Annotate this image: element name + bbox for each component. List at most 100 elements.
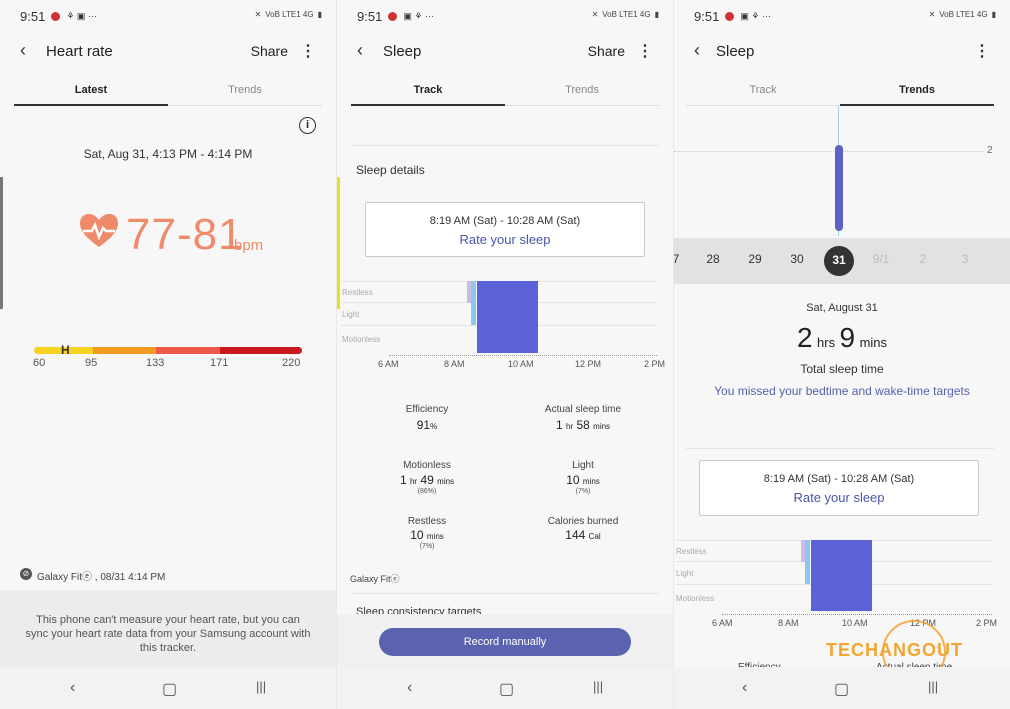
label-light: Light [342,310,360,319]
app-icon [725,12,735,21]
notification-icons: ⚘ ▣ ··· [66,11,97,21]
back-button[interactable]: ‹ [357,40,363,60]
tab-divider [14,105,322,106]
total-mins-unit: mins [859,335,888,350]
date-item-selected[interactable]: 31 [832,253,846,267]
total-sleep-value: 2 hrs 9 mins [674,322,1010,354]
app-icon [51,12,61,21]
back-button[interactable]: ‹ [20,40,26,60]
total-hours-unit: hrs [817,335,836,350]
heart-icon [79,213,119,254]
record-manually-button[interactable]: Record manually [379,628,631,656]
tab-trends[interactable]: Trends [898,84,936,96]
rate-sleep-link[interactable]: Rate your sleep [459,232,551,247]
edge-handle [337,177,340,309]
home-nav-icon[interactable]: ▢ [834,681,850,698]
selected-date-label: Sat, August 31 [806,302,878,314]
date-item[interactable]: 3 [961,252,969,266]
tab-track[interactable]: Track [413,84,443,96]
calories-unit: Cal [588,532,601,541]
back-nav-icon[interactable]: ‹ [742,679,748,696]
y-tick-2: 2 [987,145,993,156]
date-item[interactable]: 7 [674,252,680,266]
light-percent: (7%) [575,488,591,495]
heart-rate-screen: 9:51 ⚘ ▣ ··· ✕ VoB LTE1 4G ▮ ‹ Heart rat… [0,0,336,709]
label-light: Light [676,569,694,578]
calories-number: 144 [565,528,586,542]
date-item[interactable]: 9/1 [872,252,890,266]
calories-value: 144 Cal [508,528,658,542]
actual-mins: 58 [576,418,590,432]
section-divider [351,145,659,146]
calories-title: Calories burned [547,516,619,527]
motionless-bar [811,540,872,611]
date-item[interactable]: 2 [919,252,927,266]
back-nav-icon[interactable]: ‹ [407,679,413,696]
tab-latest[interactable]: Latest [74,84,108,96]
motionless-mins-unit: mins [437,477,455,486]
date-item[interactable]: 29 [748,252,762,266]
tab-trends[interactable]: Trends [565,84,599,96]
tab-trends[interactable]: Trends [228,84,262,96]
notification-icons: ▣ ⚘ ··· [740,11,771,21]
more-options-icon[interactable]: ⋮ [974,43,990,60]
light-title: Light [572,460,594,471]
tab-indicator [840,104,994,106]
light-bar [805,540,810,584]
device-sync-info: Galaxy Fitⓔ , 08/31 4:14 PM [37,572,166,583]
axis-8am: 8 AM [444,359,465,369]
cannot-measure-message: This phone can't measure your heart rate… [25,614,311,654]
heart-rate-unit: bpm [234,237,264,254]
recents-nav-icon[interactable]: ||| [256,679,267,694]
more-options-icon[interactable]: ⋮ [300,43,316,60]
trend-sleep-bar[interactable] [835,145,843,231]
efficiency-value: 91% [352,418,502,432]
total-mins: 9 [839,322,856,353]
scale-label-220: 220 [282,357,301,369]
date-item[interactable]: 28 [706,252,720,266]
nav-bar: ‹ ▢ ||| [674,667,1010,709]
motionless-value: 1 hr 49 mins [352,473,502,487]
recents-nav-icon[interactable]: ||| [593,679,604,694]
home-nav-icon[interactable]: ▢ [162,681,178,698]
axis-6am: 6 AM [378,359,399,369]
actual-hours-unit: hr [565,422,574,431]
home-nav-icon[interactable]: ▢ [499,681,515,698]
scale-label-171: 171 [210,357,229,369]
motionless-mins: 49 [420,473,434,487]
status-bar: 9:51 ▣ ⚘ ··· [694,9,771,24]
efficiency-number: 91 [416,418,431,432]
restless-bar [801,540,805,562]
more-options-icon[interactable]: ⋮ [637,43,653,60]
actual-hours: 1 [555,418,563,432]
share-button[interactable]: Share [250,43,288,59]
axis-2pm: 2 PM [644,359,666,369]
axis-10am: 10 AM [508,359,534,369]
tab-indicator [14,104,168,106]
restless-percent: (7%) [419,543,435,550]
back-nav-icon[interactable]: ‹ [70,679,76,696]
scale-label-60: 60 [33,357,46,369]
message-area [0,590,336,670]
time-axis [389,355,657,356]
rate-sleep-link[interactable]: Rate your sleep [793,490,885,505]
app-icon [388,12,398,21]
recents-nav-icon[interactable]: ||| [928,679,939,694]
scale-label-133: 133 [146,357,165,369]
back-button[interactable]: ‹ [694,40,700,60]
sleep-details-heading: Sleep details [356,163,425,177]
status-bar: 9:51 ▣ ⚘ ··· [357,9,434,24]
restless-unit: mins [426,532,444,541]
info-icon[interactable]: i [299,117,316,134]
motionless-hours: 1 [399,473,407,487]
tab-track[interactable]: Track [749,84,777,96]
scale-label-95: 95 [85,357,98,369]
total-sleep-label: Total sleep time [800,362,884,376]
actual-mins-unit: mins [593,422,611,431]
date-item[interactable]: 30 [790,252,804,266]
efficiency-title: Efficiency [405,404,449,415]
device-label: Galaxy Fitⓔ [350,574,400,584]
sleep-summary-card[interactable]: 8:19 AM (Sat) - 10:28 AM (Sat) Rate your… [365,202,645,257]
sleep-summary-card[interactable]: 8:19 AM (Sat) - 10:28 AM (Sat) Rate your… [699,460,979,516]
share-button[interactable]: Share [587,43,625,59]
